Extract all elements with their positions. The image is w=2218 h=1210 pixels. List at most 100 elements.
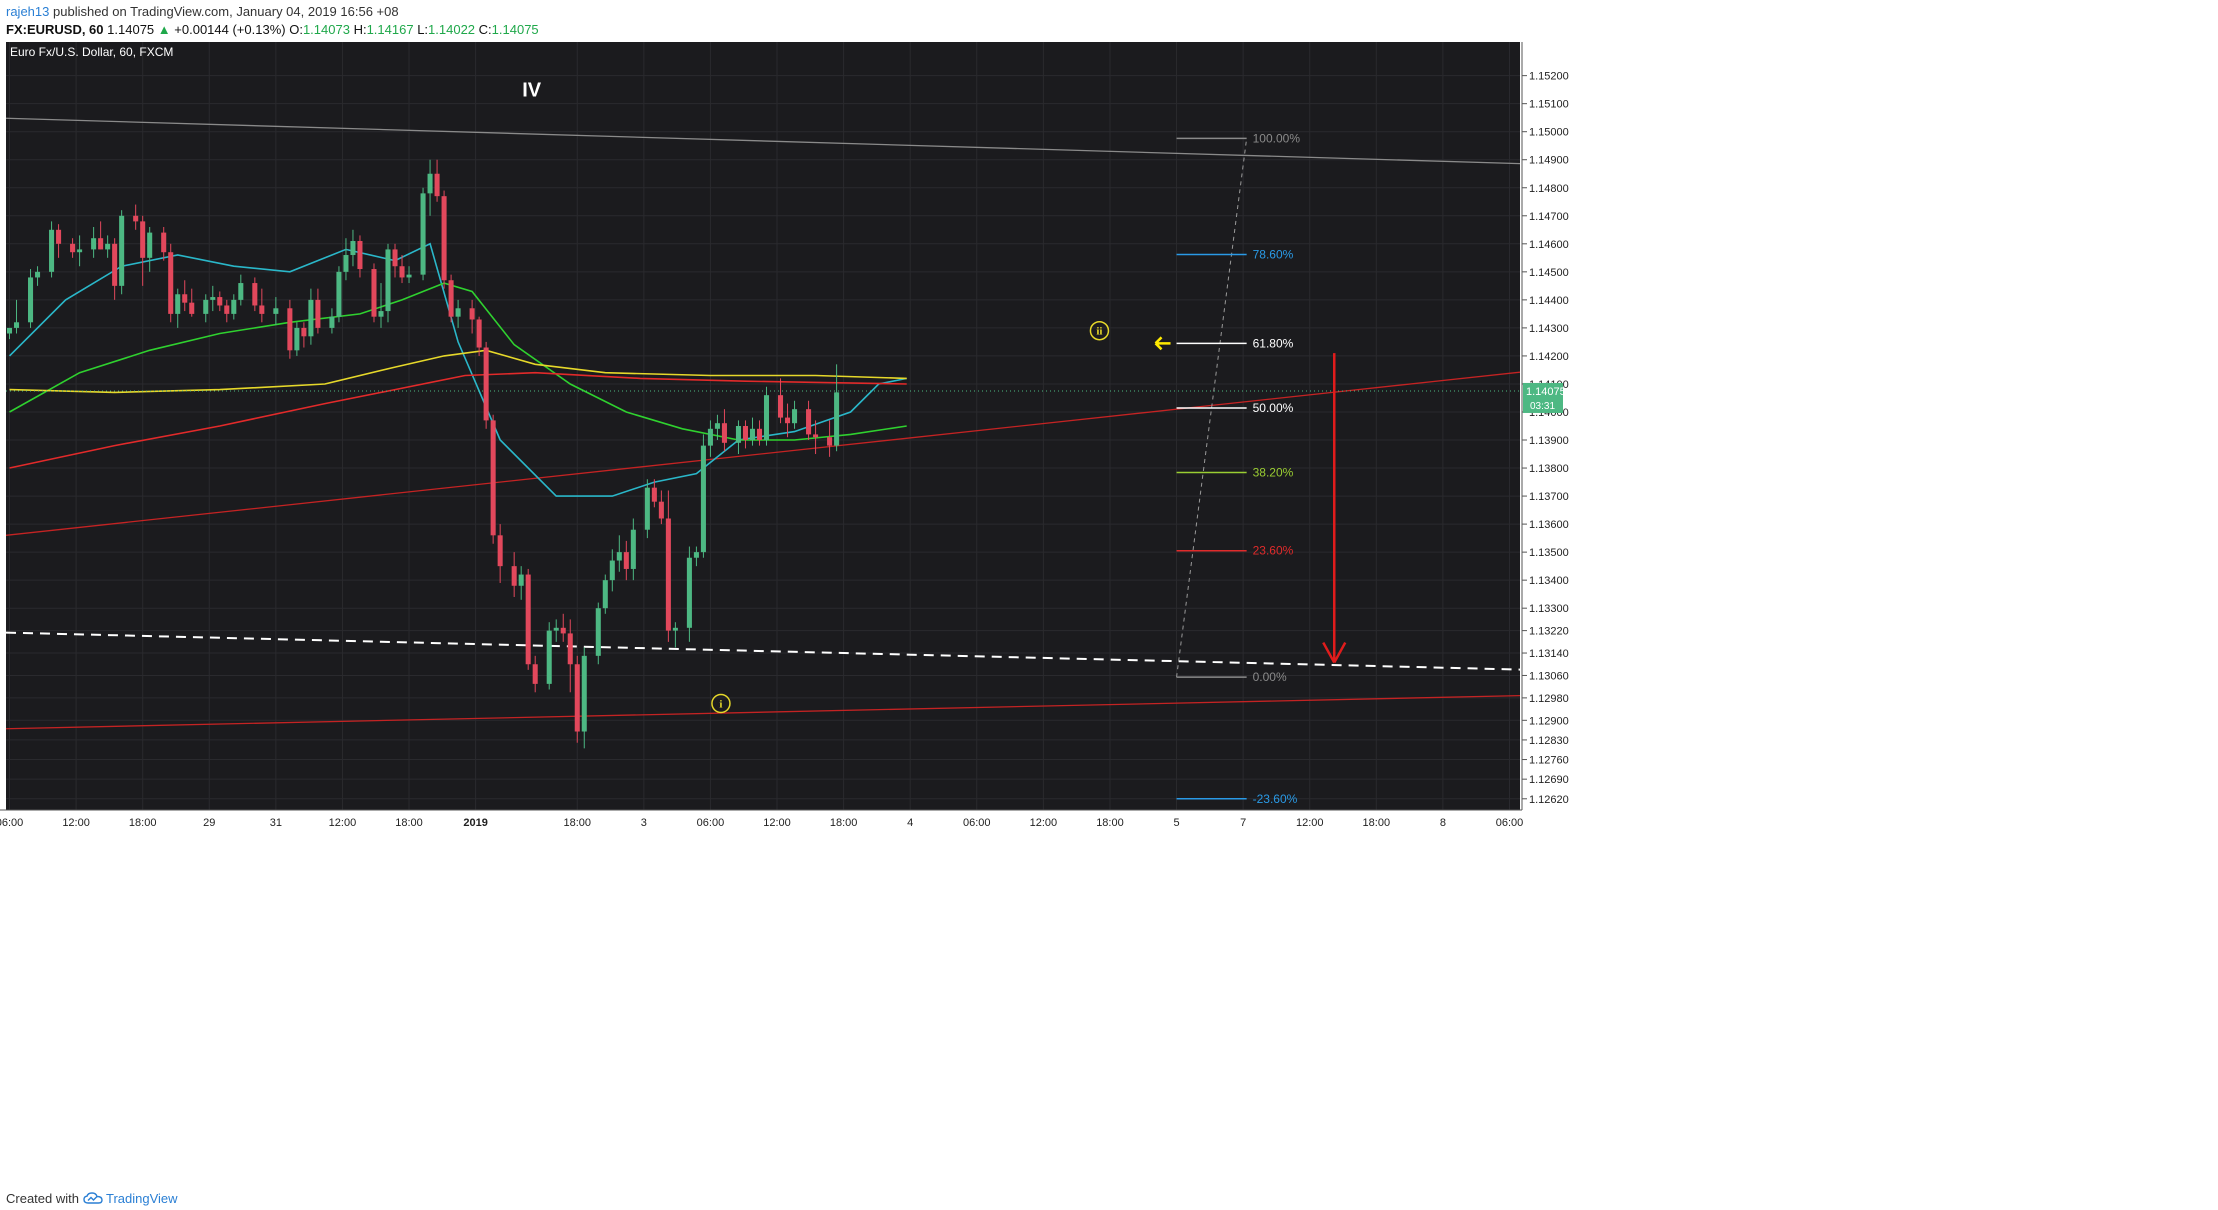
candle[interactable] bbox=[189, 302, 195, 314]
candle[interactable] bbox=[147, 232, 153, 258]
candle[interactable] bbox=[834, 392, 840, 446]
candle[interactable] bbox=[806, 409, 812, 435]
candle[interactable] bbox=[35, 271, 41, 278]
candle[interactable] bbox=[343, 255, 349, 272]
tradingview-link[interactable]: TradingView bbox=[106, 1191, 178, 1206]
candle[interactable] bbox=[707, 428, 713, 446]
candle[interactable] bbox=[813, 434, 819, 438]
candle[interactable] bbox=[6, 327, 13, 334]
time-axis-background[interactable] bbox=[0, 810, 1522, 840]
candle[interactable] bbox=[385, 249, 391, 312]
candle[interactable] bbox=[13, 322, 20, 328]
candle[interactable] bbox=[399, 266, 405, 278]
candle[interactable] bbox=[785, 417, 791, 424]
candle[interactable] bbox=[231, 299, 237, 314]
candle[interactable] bbox=[357, 241, 363, 270]
candle[interactable] bbox=[686, 557, 692, 628]
yellow-arrow-icon[interactable] bbox=[1154, 336, 1171, 351]
candle[interactable] bbox=[553, 627, 559, 631]
candle[interactable] bbox=[827, 437, 833, 446]
candle[interactable] bbox=[406, 274, 412, 278]
candle[interactable] bbox=[658, 501, 664, 519]
candle[interactable] bbox=[287, 308, 293, 351]
candle[interactable] bbox=[371, 269, 377, 317]
candle[interactable] bbox=[308, 299, 314, 337]
candle[interactable] bbox=[224, 305, 230, 314]
candle[interactable] bbox=[420, 193, 426, 275]
trend-line-white-dashed[interactable] bbox=[6, 631, 1520, 671]
candle[interactable] bbox=[792, 409, 798, 424]
candle[interactable] bbox=[140, 221, 146, 258]
candle[interactable] bbox=[644, 487, 650, 530]
candle[interactable] bbox=[56, 229, 62, 244]
candle[interactable] bbox=[665, 518, 671, 631]
candle[interactable] bbox=[77, 249, 83, 253]
candle[interactable] bbox=[511, 566, 517, 586]
candle[interactable] bbox=[378, 311, 384, 317]
candle[interactable] bbox=[623, 552, 629, 569]
candle[interactable] bbox=[616, 552, 622, 561]
candle[interactable] bbox=[567, 633, 573, 665]
candle[interactable] bbox=[483, 347, 489, 421]
candle[interactable] bbox=[273, 308, 279, 314]
candle[interactable] bbox=[560, 627, 566, 634]
candle[interactable] bbox=[350, 241, 356, 256]
candle[interactable] bbox=[630, 529, 636, 569]
candle[interactable] bbox=[252, 283, 258, 306]
red-target-arrow-icon[interactable] bbox=[1322, 353, 1347, 664]
trend-line-lower-red[interactable] bbox=[6, 694, 1520, 730]
candle[interactable] bbox=[28, 277, 34, 323]
trend-line-upper-gray[interactable] bbox=[6, 117, 1520, 165]
candle[interactable] bbox=[455, 308, 461, 317]
candle[interactable] bbox=[336, 271, 342, 317]
fib-trend-line[interactable] bbox=[1176, 138, 1248, 678]
candle[interactable] bbox=[168, 252, 174, 314]
candle[interactable] bbox=[294, 327, 300, 351]
candle[interactable] bbox=[49, 229, 55, 272]
candle[interactable] bbox=[441, 196, 447, 281]
candle[interactable] bbox=[182, 294, 188, 303]
candle[interactable] bbox=[525, 574, 531, 665]
candle[interactable] bbox=[700, 445, 706, 553]
candle[interactable] bbox=[735, 426, 741, 443]
candle[interactable] bbox=[119, 215, 125, 286]
candle[interactable] bbox=[476, 319, 482, 348]
candle[interactable] bbox=[532, 664, 538, 684]
candle[interactable] bbox=[595, 608, 601, 656]
candle[interactable] bbox=[756, 428, 763, 441]
candle[interactable] bbox=[301, 327, 307, 337]
candle[interactable] bbox=[203, 299, 209, 314]
candle[interactable] bbox=[721, 423, 727, 443]
candle[interactable] bbox=[777, 395, 784, 418]
candle[interactable] bbox=[210, 297, 216, 300]
candle[interactable] bbox=[105, 243, 111, 250]
candle[interactable] bbox=[217, 297, 223, 306]
candle[interactable] bbox=[602, 580, 608, 609]
candle[interactable] bbox=[651, 487, 657, 502]
candle[interactable] bbox=[742, 426, 749, 441]
author-link[interactable]: rajeh13 bbox=[6, 4, 50, 19]
candle[interactable] bbox=[161, 232, 167, 253]
candle[interactable] bbox=[581, 655, 587, 732]
candle[interactable] bbox=[763, 395, 770, 441]
candle[interactable] bbox=[749, 428, 756, 441]
candle[interactable] bbox=[490, 420, 496, 536]
candle[interactable] bbox=[427, 173, 433, 194]
candle[interactable] bbox=[175, 294, 181, 314]
candle[interactable] bbox=[315, 299, 321, 328]
candle[interactable] bbox=[434, 173, 440, 197]
candle[interactable] bbox=[238, 283, 244, 300]
candle[interactable] bbox=[112, 243, 118, 286]
candle[interactable] bbox=[672, 627, 678, 631]
candle[interactable] bbox=[518, 574, 524, 586]
candle[interactable] bbox=[329, 316, 335, 328]
price-axis-background[interactable] bbox=[1522, 42, 2218, 810]
candle[interactable] bbox=[497, 535, 503, 567]
candle[interactable] bbox=[259, 305, 265, 314]
candle[interactable] bbox=[98, 238, 104, 250]
trend-line-upper-red[interactable] bbox=[6, 371, 1520, 536]
candle[interactable] bbox=[91, 238, 97, 250]
candle[interactable] bbox=[133, 215, 139, 222]
candle[interactable] bbox=[574, 664, 580, 732]
candle[interactable] bbox=[714, 423, 720, 429]
